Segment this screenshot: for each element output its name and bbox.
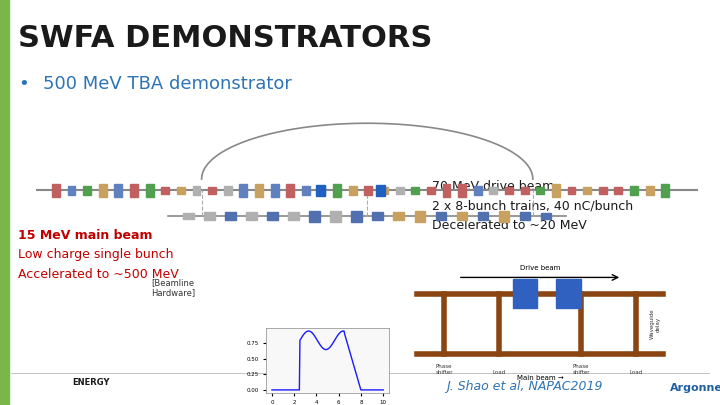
- Bar: [499, 211, 509, 222]
- Bar: [567, 187, 575, 194]
- Bar: [427, 187, 435, 194]
- Bar: [316, 185, 325, 196]
- Bar: [474, 185, 482, 195]
- Text: Load: Load: [629, 370, 642, 375]
- Bar: [599, 187, 607, 194]
- Text: Drive beam: Drive beam: [520, 265, 560, 271]
- Bar: [255, 184, 263, 197]
- Bar: [521, 187, 528, 194]
- Text: J. Shao et al, NAPAC2019: J. Shao et al, NAPAC2019: [446, 380, 603, 393]
- Bar: [302, 185, 310, 195]
- Bar: [183, 213, 194, 219]
- Bar: [583, 187, 591, 194]
- Bar: [513, 279, 537, 308]
- Bar: [83, 185, 91, 195]
- Bar: [456, 212, 467, 220]
- Bar: [661, 184, 670, 197]
- Bar: [415, 211, 425, 222]
- Bar: [52, 184, 60, 197]
- Bar: [271, 184, 279, 197]
- Text: 70 MeV drive beam: 70 MeV drive beam: [432, 180, 554, 193]
- Bar: [224, 185, 232, 195]
- Text: [Lab Photo]: [Lab Photo]: [62, 356, 111, 365]
- Bar: [646, 185, 654, 195]
- Bar: [364, 185, 372, 195]
- Bar: [318, 185, 325, 195]
- Bar: [333, 184, 341, 197]
- Text: Main beam →: Main beam →: [517, 375, 563, 381]
- Bar: [68, 185, 76, 195]
- Bar: [330, 211, 341, 222]
- Text: [Beamline
Hardware]: [Beamline Hardware]: [150, 278, 195, 297]
- Text: 2 x 8-bunch trains, 40 nC/bunch: 2 x 8-bunch trains, 40 nC/bunch: [432, 200, 633, 213]
- Bar: [204, 212, 215, 220]
- Bar: [536, 187, 544, 194]
- Bar: [267, 212, 278, 220]
- Bar: [192, 185, 200, 195]
- Bar: [208, 187, 216, 194]
- Text: Phase
shifter: Phase shifter: [436, 364, 453, 375]
- Bar: [145, 184, 153, 197]
- Bar: [288, 212, 299, 220]
- Text: Accelerated to ~500 MeV: Accelerated to ~500 MeV: [18, 268, 179, 281]
- Bar: [0, 0, 9, 405]
- Bar: [552, 184, 560, 197]
- Bar: [380, 187, 388, 194]
- Bar: [443, 184, 451, 197]
- Bar: [240, 184, 248, 197]
- Text: ENERGY: ENERGY: [72, 378, 109, 387]
- Bar: [376, 185, 385, 196]
- Text: Decelerated to ~20 MeV: Decelerated to ~20 MeV: [432, 219, 587, 232]
- Bar: [477, 212, 488, 220]
- Bar: [436, 212, 446, 220]
- Text: 500 MeV TBA demonstrator: 500 MeV TBA demonstrator: [43, 75, 292, 93]
- Bar: [114, 184, 122, 197]
- Text: Low charge single bunch: Low charge single bunch: [18, 248, 174, 261]
- Text: Waveguide
delay: Waveguide delay: [649, 309, 660, 339]
- Bar: [287, 184, 294, 197]
- Bar: [541, 213, 552, 219]
- Bar: [246, 212, 257, 220]
- Bar: [130, 184, 138, 197]
- Text: Phase
shifter: Phase shifter: [572, 364, 590, 375]
- Text: 15 MeV main beam: 15 MeV main beam: [18, 229, 153, 242]
- Text: [Hardware
Photo]: [Hardware Photo]: [50, 282, 94, 301]
- Text: SWFA DEMONSTRATORS: SWFA DEMONSTRATORS: [18, 24, 433, 53]
- Bar: [225, 212, 235, 220]
- Bar: [161, 187, 169, 194]
- Bar: [458, 184, 466, 197]
- Bar: [348, 185, 356, 195]
- Bar: [351, 211, 362, 222]
- Bar: [396, 187, 404, 194]
- Bar: [490, 187, 498, 194]
- Bar: [99, 184, 107, 197]
- Text: Load: Load: [492, 370, 505, 375]
- Bar: [505, 187, 513, 194]
- Bar: [557, 279, 581, 308]
- Bar: [372, 212, 383, 220]
- Bar: [310, 211, 320, 222]
- Bar: [393, 212, 404, 220]
- Bar: [614, 187, 622, 194]
- Bar: [411, 187, 419, 194]
- Text: •: •: [18, 75, 29, 93]
- Bar: [630, 185, 638, 195]
- Bar: [177, 187, 185, 194]
- Text: Argonne: Argonne: [670, 383, 720, 393]
- Bar: [520, 212, 531, 220]
